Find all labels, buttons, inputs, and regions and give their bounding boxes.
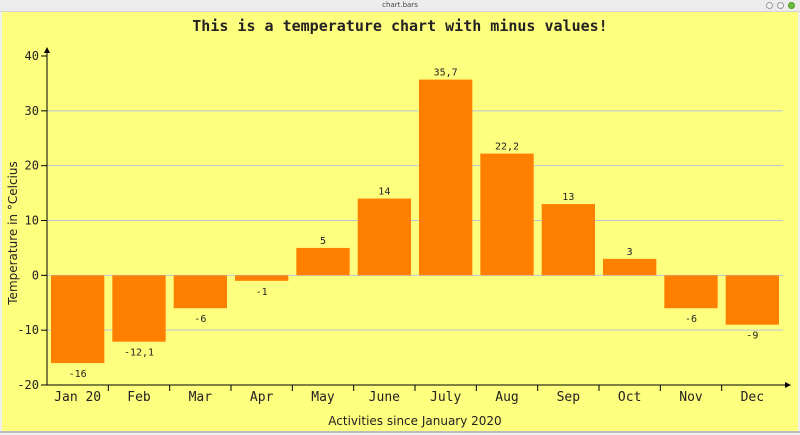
bar	[419, 79, 473, 276]
data-label: 13	[562, 192, 574, 203]
bar	[480, 153, 534, 276]
data-label: 5	[320, 236, 326, 247]
data-label: -9	[746, 331, 758, 342]
grid-lines	[47, 110, 783, 331]
data-label: 22,2	[495, 142, 519, 153]
x-tick-label: Nov	[679, 390, 703, 405]
data-label: -1	[256, 287, 268, 298]
y-tick-label: 20	[25, 159, 39, 173]
y-tick-label: 10	[25, 214, 39, 228]
axes	[41, 47, 791, 391]
y-tick-label: -10	[17, 323, 39, 337]
x-tick-label: July	[430, 390, 461, 405]
bar	[173, 275, 227, 309]
bar	[603, 258, 657, 276]
x-tick-label: Feb	[127, 390, 151, 405]
maximize-button[interactable]	[777, 2, 784, 9]
data-label: 14	[378, 187, 390, 198]
x-tick-label: Mar	[189, 390, 213, 405]
bar	[235, 275, 289, 281]
bars	[51, 79, 779, 364]
bar	[725, 275, 779, 325]
window-bottom-border	[0, 431, 800, 433]
bar	[112, 275, 166, 342]
x-axis-arrow	[785, 382, 791, 388]
x-tick-label: Dec	[741, 390, 764, 405]
bar	[664, 275, 718, 309]
window-titlebar[interactable]: chart.bars	[0, 0, 800, 12]
y-axis-label: Temperature in °Celcius	[6, 161, 20, 305]
chart-canvas: This is a temperature chart with minus v…	[2, 12, 798, 431]
y-tick-label: 40	[25, 49, 39, 63]
x-tick-label: Oct	[618, 390, 641, 405]
y-axis-arrow	[44, 47, 50, 53]
bar	[541, 204, 595, 276]
data-label: -16	[69, 369, 87, 380]
data-label: 3	[627, 247, 633, 258]
window-title: chart.bars	[382, 1, 418, 9]
x-tick-label: Aug	[495, 390, 518, 405]
y-tick-label: -20	[17, 378, 39, 392]
bar-chart: This is a temperature chart with minus v…	[6, 17, 791, 428]
y-tick-label: 0	[32, 268, 39, 282]
close-button[interactable]	[788, 2, 795, 9]
bar	[357, 198, 411, 276]
chart-title: This is a temperature chart with minus v…	[192, 17, 607, 35]
x-tick-label: Apr	[250, 390, 274, 405]
x-tick-label: May	[311, 390, 335, 405]
data-label: -6	[194, 314, 206, 325]
x-tick-label: June	[369, 390, 400, 405]
x-tick-label: Jan 20	[54, 390, 101, 405]
tick-and-data-labels: -20 -10 0 10 20 30 40 -16 Jan 20 -12,1 Feb -6 Mar -1 A…	[17, 49, 764, 405]
y-tick-label: 30	[25, 104, 39, 118]
bar	[296, 247, 350, 276]
data-label: 35,7	[434, 68, 458, 79]
bar	[51, 275, 105, 364]
x-tick-label: Sep	[557, 390, 581, 405]
minimize-button[interactable]	[766, 2, 773, 9]
data-label: -6	[685, 314, 697, 325]
data-label: -12,1	[124, 348, 154, 359]
x-axis-label: Activities since January 2020	[328, 414, 501, 428]
